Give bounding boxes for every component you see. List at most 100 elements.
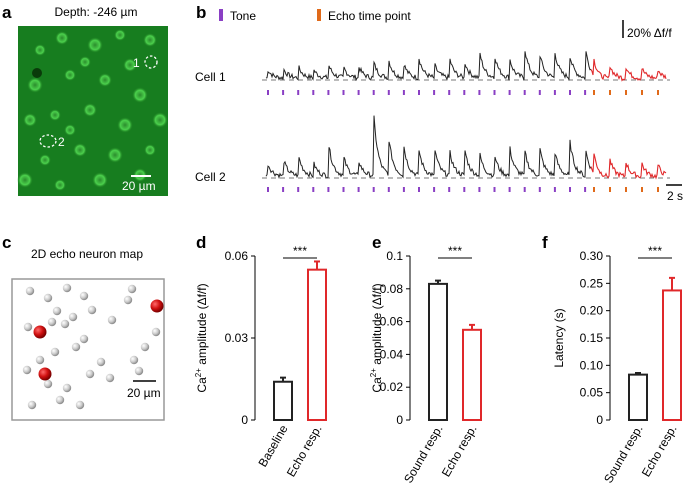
y-tick-label: 0.15 (580, 331, 604, 345)
tone-marker (433, 187, 436, 192)
category-label: Sound resp. (601, 423, 645, 486)
tone-marker (508, 90, 511, 95)
category-label: Echo resp. (439, 423, 480, 480)
neuron-sphere (43, 293, 53, 303)
neuron-sphere (127, 284, 137, 294)
panel-letter-a: a (2, 3, 12, 22)
tone-marker (463, 187, 466, 192)
echo-marker (625, 90, 627, 95)
neuron-sphere (87, 305, 97, 315)
soma (144, 144, 156, 156)
tone-marker (478, 90, 481, 95)
soma (73, 143, 87, 157)
tone-marker (493, 90, 496, 95)
neuron-sphere (105, 373, 115, 383)
soma (132, 87, 148, 103)
soma (98, 73, 112, 87)
calcium-traces (265, 51, 667, 180)
panel-letter-b: b (196, 3, 206, 22)
tone-marker (327, 90, 330, 95)
tone-marker (538, 187, 541, 192)
tone-marker (448, 187, 451, 192)
neuron-sphere (79, 291, 89, 301)
echo-neuron-sphere (38, 367, 52, 381)
stimulus-markers (267, 90, 659, 192)
neuron-sphere (35, 355, 45, 365)
neuron-sphere (62, 383, 72, 393)
tone-marker (493, 187, 496, 192)
panel-c-scale-label: 20 µm (127, 386, 161, 400)
tone-marker (267, 187, 269, 192)
tone-marker (569, 90, 571, 95)
y-tick-label: 0.10 (580, 358, 604, 372)
significance-stars: *** (648, 244, 662, 258)
bar (307, 268, 327, 421)
soma (117, 117, 133, 133)
echo-marker (641, 187, 643, 192)
roi-1-outline (144, 55, 158, 69)
y-axis-label: Latency (s) (552, 308, 566, 367)
tone-marker (448, 90, 451, 95)
neuron-sphere (27, 400, 37, 410)
tone-marker (297, 187, 300, 192)
echo-marker (609, 187, 611, 192)
soma (27, 77, 43, 93)
soma (23, 113, 37, 127)
y-tick-label: 0.08 (380, 282, 404, 296)
roi-1-label: 1 (133, 56, 140, 70)
panel-c: 2D echo neuron map 20 µm (11, 247, 165, 421)
neuron-sphere (85, 369, 95, 379)
tone-marker (478, 187, 481, 192)
soma (64, 69, 76, 81)
tone-marker (433, 90, 436, 95)
panel-a-scale-label: 20 µm (122, 179, 156, 193)
roi-2-outline (39, 134, 57, 148)
soma (114, 29, 126, 41)
tone-marker (569, 187, 571, 192)
echo-trace-cell-2 (590, 153, 667, 180)
y-axis-label: Ca2+ amplitude (Δf/f) (369, 283, 384, 392)
soma (49, 109, 61, 121)
scale-bar-time-label: 2 s (667, 189, 683, 203)
bar (628, 373, 648, 422)
bar (273, 380, 293, 422)
dark-vessel (32, 68, 42, 78)
echo-marker (657, 187, 659, 192)
y-tick-label: 0.05 (580, 386, 604, 400)
tone-marker (402, 187, 405, 192)
tone-marker (402, 90, 405, 95)
soma (83, 103, 97, 117)
tone-marker (584, 90, 587, 95)
cell-1-label: Cell 1 (195, 70, 226, 84)
echo-marker (593, 187, 595, 192)
soma (34, 44, 46, 56)
bar-chart-d: 0 0.03 0.06 Ca2+ amplitude (Δf/f) BaselineEc… (194, 244, 327, 480)
panel-letter-f: f (542, 233, 548, 252)
neuron-sphere (96, 357, 106, 367)
tone-marker (538, 90, 541, 95)
legend-tone-label: Tone (230, 9, 256, 23)
neuron-sphere (55, 395, 65, 405)
neuron-sphere (60, 319, 70, 329)
neuron-sphere (107, 315, 117, 325)
neuron-sphere (62, 283, 72, 293)
panel-letter-c: c (2, 233, 11, 252)
neuron-sphere (140, 342, 150, 352)
neuron-sphere (75, 400, 85, 410)
soma (87, 37, 103, 53)
neuron-sphere (68, 312, 78, 322)
tone-marker (357, 90, 360, 95)
tone-marker (312, 90, 315, 95)
y-tick-label: 0 (596, 413, 603, 427)
tone-marker (282, 90, 285, 95)
category-label: Echo resp. (284, 423, 325, 480)
neuron-sphere (47, 317, 57, 327)
tone-marker (418, 187, 420, 192)
tone-marker (418, 90, 420, 95)
soma (143, 33, 157, 47)
trace-cell-1 (265, 51, 592, 82)
panel-b: Tone Echo time point 20% Δf/f Cell 1 Cel… (195, 9, 683, 203)
y-tick-label: 0.1 (386, 249, 403, 263)
tone-marker (357, 187, 360, 192)
y-tick-label: 0 (396, 413, 403, 427)
